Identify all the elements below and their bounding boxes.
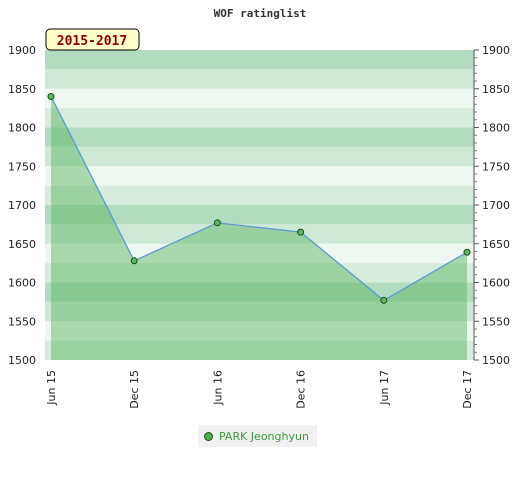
y-tick-label-left: 1650 xyxy=(8,238,36,251)
plot-band xyxy=(45,321,474,341)
y-tick-label-right: 1900 xyxy=(482,44,510,57)
plot-band xyxy=(45,243,474,264)
series-points xyxy=(47,93,471,304)
data-point xyxy=(130,257,138,265)
plot-band xyxy=(45,166,474,186)
plot-band xyxy=(45,224,474,244)
y-tick-label-right: 1700 xyxy=(482,199,510,212)
y-tick-label-left: 1700 xyxy=(8,199,36,212)
y-tick-label-left: 1750 xyxy=(8,160,36,173)
y-tick-label-right: 1550 xyxy=(482,315,510,328)
y-tick-label-left: 1550 xyxy=(8,315,36,328)
chart-title: WOF ratinglist xyxy=(214,7,307,20)
plot-band xyxy=(45,108,474,128)
period-badge: 2015-2017 xyxy=(45,28,140,51)
y-tick-label-right: 1800 xyxy=(482,122,510,135)
y-tick-label-right: 1850 xyxy=(482,83,510,96)
plot-band xyxy=(45,88,474,109)
plot-band xyxy=(45,185,474,205)
x-tick-label: Jun 15 xyxy=(45,370,58,406)
data-point xyxy=(463,248,471,256)
plot-band xyxy=(45,301,474,322)
data-point xyxy=(297,228,305,236)
y-tick-label-left: 1850 xyxy=(8,83,36,96)
data-point xyxy=(47,93,55,100)
series-line xyxy=(50,96,468,302)
y-axis-right: 1500 1550 1600 1650 1700 1750 1800 1850 1900 xyxy=(473,44,510,367)
legend-label: PARK Jeonghyun xyxy=(219,429,309,443)
x-tick-label: Jun 17 xyxy=(378,370,391,406)
legend[interactable]: PARK Jeonghyun xyxy=(198,425,317,447)
x-axis: Jun 15 Dec 15 Jun 16 Dec 16 Jun 17 Dec 17 xyxy=(45,370,474,409)
plot-band xyxy=(45,127,474,147)
y-tick-label-left: 1800 xyxy=(8,122,36,135)
x-tick-label: Jun 16 xyxy=(211,370,224,406)
y-tick-label-left: 1900 xyxy=(8,44,36,57)
plot-band xyxy=(45,263,474,283)
y-tick-label-left: 1600 xyxy=(8,277,36,290)
legend-marker xyxy=(204,431,213,441)
x-tick-label: Dec 17 xyxy=(461,370,474,409)
plot-band xyxy=(45,146,474,167)
y-tick-label-right: 1650 xyxy=(482,238,510,251)
plot-band xyxy=(45,69,474,89)
data-point xyxy=(213,219,221,227)
y-tick-label-right: 1500 xyxy=(482,354,510,367)
y-tick-label-left: 1500 xyxy=(8,354,36,367)
x-tick-label: Dec 16 xyxy=(295,370,308,409)
series-area-fill xyxy=(51,96,467,360)
plot-band xyxy=(45,50,474,70)
plot-band xyxy=(45,282,474,302)
x-tick-label: Dec 15 xyxy=(128,370,141,409)
series-area xyxy=(50,96,468,360)
plot-band xyxy=(45,340,474,360)
y-axis-left: 1500 1550 1600 1650 1700 1750 1800 1850 1900 xyxy=(8,44,36,367)
period-label: 2015-2017 xyxy=(57,34,127,49)
y-tick-label-right: 1750 xyxy=(482,160,510,173)
y-tick-label-right: 1600 xyxy=(482,277,510,290)
data-point xyxy=(380,296,388,304)
plot-background xyxy=(45,50,474,360)
plot-band xyxy=(45,205,474,225)
